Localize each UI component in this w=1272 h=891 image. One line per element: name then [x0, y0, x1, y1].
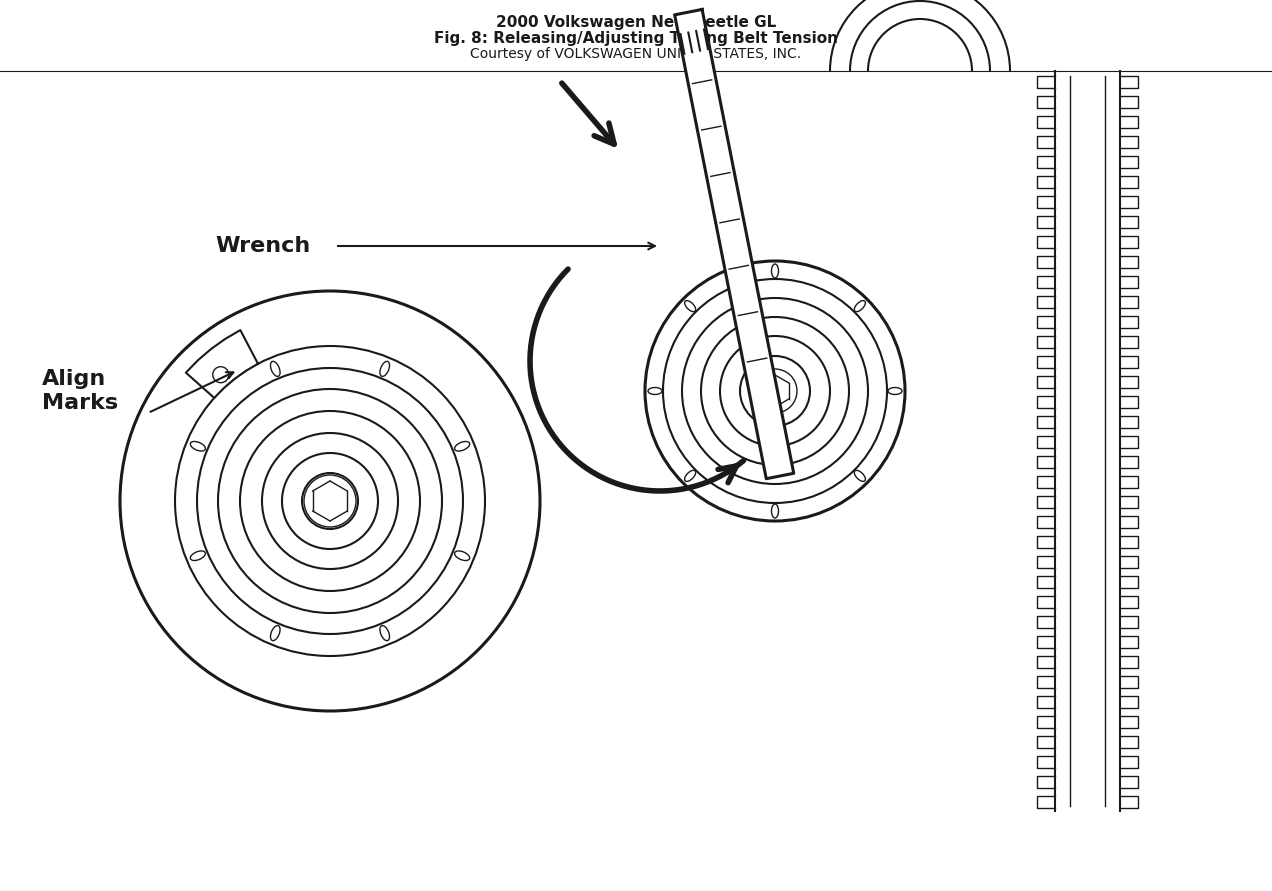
- Polygon shape: [186, 330, 258, 398]
- Text: 2000 Volkswagen New Beetle GL: 2000 Volkswagen New Beetle GL: [496, 15, 776, 30]
- Text: Courtesy of VOLKSWAGEN UNITED STATES, INC.: Courtesy of VOLKSWAGEN UNITED STATES, IN…: [471, 47, 801, 61]
- Text: Align
Marks: Align Marks: [42, 370, 118, 413]
- Polygon shape: [674, 10, 794, 478]
- Text: Fig. 8: Releasing/Adjusting Timing Belt Tension: Fig. 8: Releasing/Adjusting Timing Belt …: [434, 31, 838, 46]
- Text: Wrench: Wrench: [215, 236, 310, 256]
